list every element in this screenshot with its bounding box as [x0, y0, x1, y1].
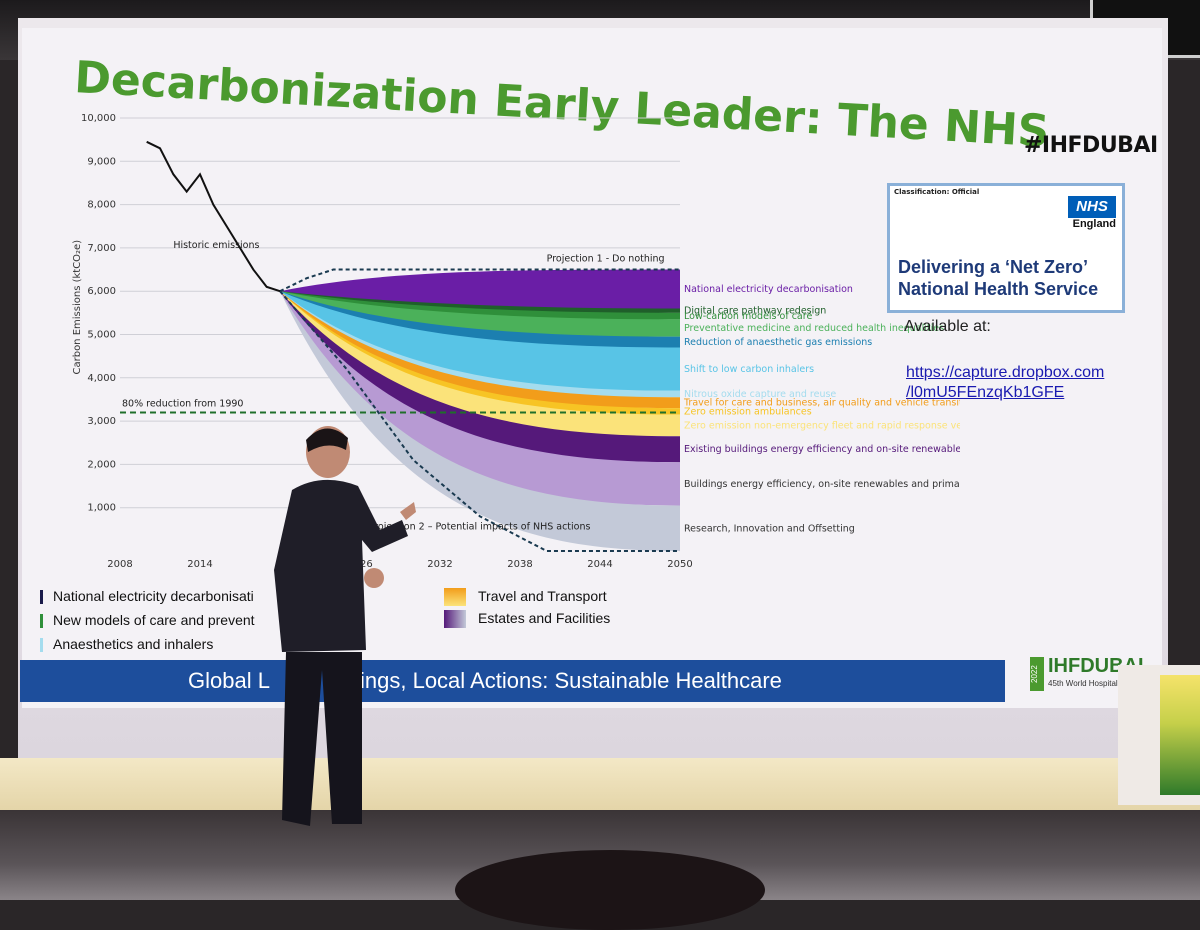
y-tick-label: 9,000 — [87, 156, 116, 167]
legend-item-estates: Estates and Facilities — [444, 610, 610, 629]
y-tick-label: 7,000 — [87, 243, 116, 254]
historic-label: Historic emissions — [173, 240, 259, 251]
y-axis-label: Carbon Emissions (ktCO₂e) — [72, 240, 83, 375]
y-tick-label: 5,000 — [87, 330, 116, 341]
y-tick-label: 2,000 — [87, 459, 116, 470]
reference-line-label: 80% reduction from 1990 — [122, 398, 243, 409]
wedge-label: Existing buildings energy efficiency and… — [684, 444, 960, 455]
y-tick-label: 4,000 — [87, 373, 116, 384]
classification-label: Classification: Official — [894, 188, 980, 196]
wedge-label: Travel for care and business, air qualit… — [683, 398, 960, 409]
report-link[interactable]: https://capture.dropbox.com /l0mU5FEnzqK… — [906, 363, 1104, 403]
x-tick-label: 2032 — [427, 559, 452, 570]
wedge-label: Shift to low carbon inhalers — [684, 364, 814, 375]
wedge-label: Preventative medicine and reduced health… — [684, 323, 944, 334]
projection2-label: Projection 2 – Potential impacts of NHS … — [369, 521, 591, 532]
y-tick-label: 3,000 — [87, 416, 116, 427]
audience-head — [455, 850, 765, 930]
historic-line — [146, 140, 281, 293]
x-tick-label: 2014 — [187, 559, 212, 570]
wedge-label: National electricity decarbonisation — [684, 284, 853, 295]
wedge-label: Zero emission non-emergency fleet and ra… — [684, 420, 960, 431]
y-tick-label: 1,000 — [87, 503, 116, 514]
wedge-area — [280, 291, 680, 338]
legend-item-travel: Travel and Transport — [444, 588, 607, 607]
x-tick-label: 2044 — [587, 559, 612, 570]
legend-swatch — [40, 638, 43, 653]
wedge-label: Reduction of anaesthetic gas emissions — [684, 337, 872, 348]
y-tick-label: 10,000 — [81, 113, 116, 124]
x-tick-label: 2008 — [107, 559, 132, 570]
legend-swatch — [444, 610, 466, 629]
x-tick-label: 2038 — [507, 559, 532, 570]
wedge-area — [280, 291, 680, 551]
projection1-label: Projection 1 - Do nothing — [547, 254, 665, 265]
report-card: Classification: Official NHS England Del… — [887, 183, 1125, 313]
y-tick-label: 6,000 — [87, 286, 116, 297]
report-link-line2[interactable]: /l0mU5FEnzqKb1GFE — [906, 384, 1065, 401]
wedge-label: Nitrous oxide capture and reuse — [684, 389, 836, 400]
legend-swatch — [40, 590, 43, 605]
legend-item-anaesthetics: Anaesthetics and inhalers — [40, 636, 213, 653]
wedge-label: Low-carbon models of care — [684, 311, 812, 322]
footer-banner: Global L ings, Local Actions: Sustainabl… — [20, 660, 1005, 702]
wedge-label: Buildings energy efficiency, on-site ren… — [684, 479, 960, 490]
x-tick-label: 2050 — [667, 559, 692, 570]
y-tick-label: 8,000 — [87, 200, 116, 211]
banner-text: ings, Local Actions: Sustainable Healthc… — [360, 668, 782, 693]
emissions-chart: 10,000 9,000 8,000 7,000 6,000 5,000 4,000 3,00… — [72, 113, 960, 570]
wedge-label: Research, Innovation and Offsetting — [684, 523, 855, 534]
stage-front — [0, 758, 1200, 818]
legend-swatch — [444, 588, 466, 607]
legend-item-electricity: National electricity decarbonisati — [40, 588, 254, 605]
nhs-england-logo: NHS England — [1068, 196, 1116, 234]
report-title: Delivering a ‘Net Zero’ National Health … — [898, 257, 1099, 299]
projection1-line — [279, 268, 680, 293]
speaker-silhouette — [274, 426, 416, 826]
wedge-label: Zero emission ambulances — [684, 406, 812, 417]
available-at-label: Available at: — [904, 318, 991, 335]
projection2-line — [279, 290, 680, 552]
report-link-line1[interactable]: https://capture.dropbox.com — [906, 364, 1105, 381]
wedge-area — [280, 291, 680, 391]
wedge-label: Digital care pathway redesign — [684, 306, 826, 317]
podium-ihf-panel — [1160, 675, 1200, 795]
legend-swatch — [40, 614, 43, 629]
banner-text-prefix: Global L — [188, 668, 270, 693]
hashtag: #IHFDUBAI — [1024, 133, 1158, 158]
